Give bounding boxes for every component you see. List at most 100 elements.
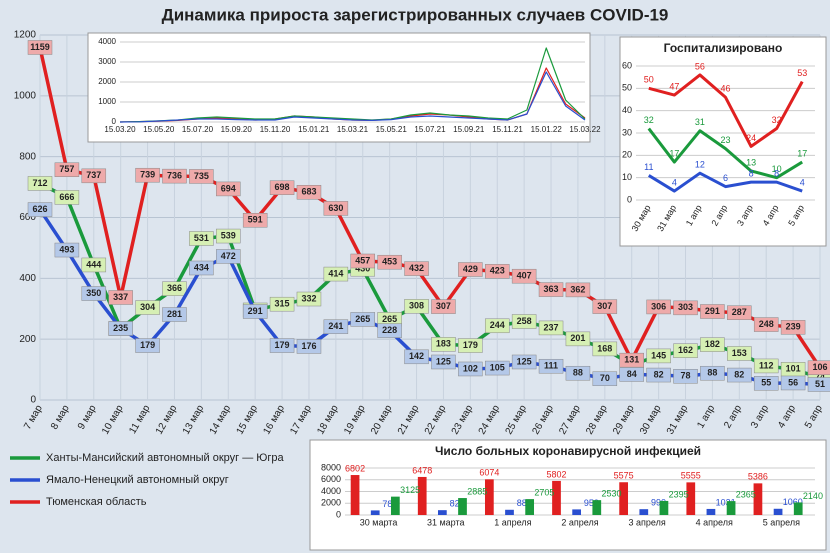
- data-label: 258: [517, 316, 532, 326]
- line: [648, 171, 803, 193]
- data-label-box: [592, 371, 618, 386]
- data-label-box: [511, 354, 537, 370]
- data-label: 51: [815, 379, 825, 389]
- y-tick-label: 1000: [14, 90, 37, 101]
- data-label: 24: [746, 133, 756, 143]
- data-label: 307: [436, 301, 451, 311]
- bar: [639, 509, 649, 515]
- data-label-box: [727, 367, 752, 383]
- data-label: 265: [382, 314, 397, 324]
- data-label: 407: [517, 271, 532, 281]
- chart-title: Динамика прироста зарегистрированных слу…: [162, 5, 669, 24]
- data-label: 239: [786, 322, 801, 332]
- x-tick-label: 15.03.21: [337, 125, 369, 134]
- data-label-box: [81, 168, 107, 184]
- y-tick-label: 0: [112, 117, 117, 126]
- data-label: 781: [382, 499, 397, 509]
- data-label: 303: [678, 302, 693, 312]
- data-label-box: [404, 299, 429, 314]
- data-label: 201: [570, 333, 585, 343]
- data-label: 101: [786, 364, 801, 374]
- y-tick-label: 600: [19, 212, 36, 223]
- bar: [706, 508, 716, 515]
- data-label-box: [162, 307, 187, 322]
- data-label: 712: [32, 178, 47, 188]
- data-label: 105: [490, 362, 505, 372]
- data-label: 8: [774, 169, 779, 179]
- y-tick-label: 3000: [98, 57, 116, 66]
- data-label-box: [242, 304, 268, 319]
- data-label: 591: [248, 215, 263, 225]
- data-label: 757: [59, 164, 74, 174]
- data-label: 12: [695, 160, 705, 170]
- bar: [370, 510, 380, 515]
- data-label-box: [431, 337, 456, 352]
- data-label: 82: [654, 369, 664, 379]
- bar: [686, 482, 696, 515]
- data-label: 694: [221, 183, 236, 193]
- x-tick-label: 15.05.20: [143, 125, 175, 134]
- data-label-box: [646, 299, 671, 315]
- line: [119, 47, 586, 123]
- data-label: 2395: [669, 489, 689, 499]
- legend-label: Тюменская область: [46, 496, 147, 508]
- y-tick-label: 400: [19, 273, 36, 284]
- data-label-box: [753, 358, 779, 374]
- bar: [484, 479, 494, 515]
- bar: [773, 508, 783, 515]
- data-label: 84: [627, 369, 637, 379]
- data-label-box: [296, 185, 322, 200]
- data-label: 1159: [30, 42, 50, 52]
- data-label-box: [269, 180, 295, 195]
- y-tick-label: 4000: [98, 37, 116, 46]
- x-tick-label: 3 апреля: [629, 517, 666, 527]
- data-label-box: [269, 338, 295, 353]
- data-label: 244: [490, 320, 505, 330]
- y-tick-label: 0: [30, 395, 36, 406]
- data-label-box: [162, 168, 187, 184]
- data-label: 630: [328, 203, 343, 213]
- data-label: 291: [705, 306, 720, 316]
- data-label-box: [619, 367, 644, 382]
- x-tick-label: 1 апреля: [494, 517, 531, 527]
- data-label-box: [189, 169, 214, 184]
- data-label: 888: [517, 498, 532, 508]
- data-label: 23: [720, 135, 730, 145]
- y-tick-label: 800: [19, 151, 36, 162]
- data-label-box: [673, 369, 698, 384]
- data-label: 17: [797, 148, 807, 158]
- bar: [753, 483, 763, 515]
- x-tick-label: 31 марта: [427, 517, 465, 527]
- data-label: 531: [194, 233, 209, 243]
- data-label: 2530: [601, 489, 621, 499]
- data-label: 5555: [681, 471, 701, 481]
- panel-title: Число больных коронавирусной инфекцией: [435, 444, 701, 458]
- data-label-box: [216, 249, 241, 264]
- data-label: 11: [644, 162, 653, 172]
- y-tick-label: 30: [622, 127, 632, 137]
- y-tick-label: 1200: [14, 30, 37, 41]
- data-label-box: [673, 343, 698, 358]
- data-label-box: [646, 367, 671, 383]
- data-label: 432: [409, 263, 424, 273]
- data-label: 88: [707, 368, 717, 378]
- data-label-box: [27, 40, 53, 55]
- data-label: 74: [815, 372, 825, 382]
- data-label: 2140: [803, 491, 823, 501]
- data-label: 8: [749, 169, 754, 179]
- data-label: 337: [113, 292, 128, 302]
- data-label: 168: [597, 343, 612, 353]
- x-tick-label: 30 марта: [360, 517, 398, 527]
- y-tick-label: 8000: [321, 462, 341, 472]
- data-label: 666: [59, 192, 74, 202]
- x-tick-label: 15.09.20: [221, 125, 253, 134]
- data-label-box: [54, 190, 80, 205]
- data-label: 2885: [467, 486, 487, 496]
- data-label: 362: [570, 284, 585, 294]
- line: [647, 127, 803, 180]
- data-label: 47: [669, 81, 679, 91]
- data-label-box: [189, 260, 214, 276]
- data-label: 70: [600, 373, 610, 383]
- data-label: 56: [788, 377, 798, 387]
- data-label: 736: [167, 171, 182, 181]
